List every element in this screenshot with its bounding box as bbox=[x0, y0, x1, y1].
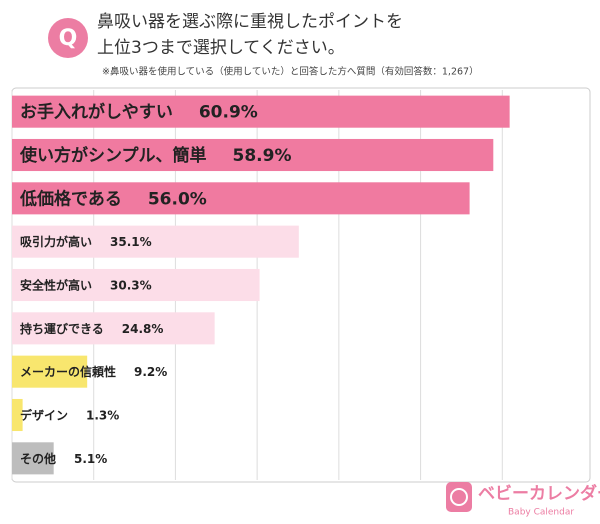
value-label: 35.1% bbox=[110, 235, 152, 249]
q-badge-circle bbox=[48, 18, 88, 58]
logo-icon-ring bbox=[450, 488, 468, 506]
category-label: 吸引力が高い bbox=[20, 234, 92, 249]
value-label: 30.3% bbox=[110, 279, 152, 293]
bar bbox=[12, 442, 54, 475]
bar bbox=[12, 398, 23, 432]
category-label: デザイン bbox=[20, 408, 68, 423]
bar bbox=[12, 225, 299, 258]
value-label: 60.9% bbox=[199, 103, 258, 123]
bar bbox=[12, 138, 494, 172]
logo-icon bbox=[446, 482, 472, 512]
category-label: その他 bbox=[20, 451, 56, 466]
bar bbox=[12, 355, 88, 388]
value-label: 5.1% bbox=[74, 452, 107, 466]
value-label: 58.9% bbox=[233, 146, 292, 166]
category-label: 安全性が高い bbox=[20, 278, 92, 293]
category-label: 持ち運びできる bbox=[20, 321, 104, 336]
category-label: 使い方がシンプル、簡単 bbox=[19, 145, 207, 166]
value-label: 24.8% bbox=[122, 322, 164, 336]
chart-title: 上位3つまで選択してください。 bbox=[97, 38, 345, 58]
chart-subtitle: ※鼻吸い器を使用している（使用していた）と回答した方へ質問（有効回答数：1,26… bbox=[102, 66, 479, 78]
value-label: 56.0% bbox=[148, 189, 207, 209]
logo-name: ベビーカレンダー bbox=[478, 483, 600, 504]
category-label: お手入れがしやすい bbox=[20, 102, 173, 123]
bar bbox=[12, 312, 215, 345]
value-label: 1.3% bbox=[86, 409, 119, 423]
logo: ベビーカレンダー Baby Calendar bbox=[446, 482, 600, 518]
category-label: 低価格である bbox=[19, 188, 122, 209]
category-label: メーカーの信頼性 bbox=[20, 364, 116, 379]
logo-sub: Baby Calendar bbox=[508, 508, 574, 518]
q-badge: Q bbox=[59, 26, 78, 51]
chart-title: 鼻吸い器を選ぶ際に重視したポイントを bbox=[97, 12, 403, 32]
bar bbox=[12, 95, 510, 128]
value-label: 9.2% bbox=[134, 365, 167, 379]
bar bbox=[12, 182, 470, 215]
bar bbox=[12, 268, 260, 302]
